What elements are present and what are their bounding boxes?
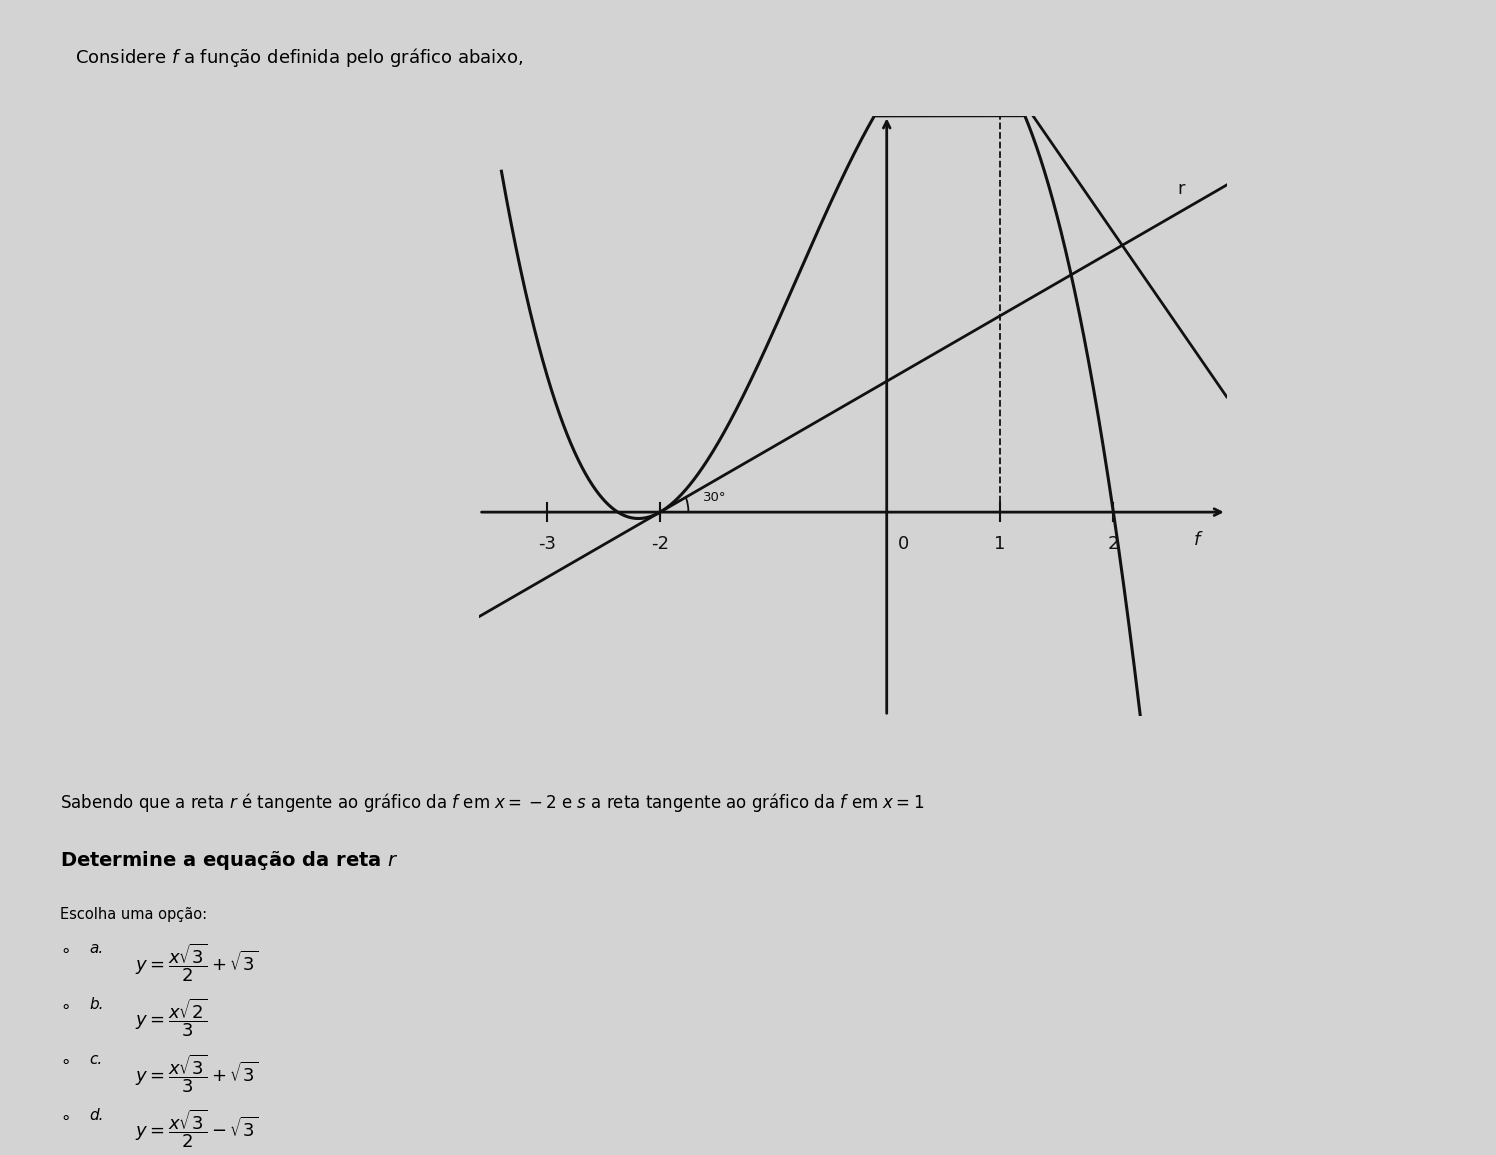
Text: $y = \dfrac{x\sqrt{3}}{3} + \sqrt{3}$: $y = \dfrac{x\sqrt{3}}{3} + \sqrt{3}$: [135, 1052, 257, 1095]
Text: 1: 1: [995, 535, 1005, 553]
Text: r: r: [1177, 179, 1185, 198]
Text: -3: -3: [537, 535, 555, 553]
Text: Sabendo que a reta $r$ é tangente ao gráfico da $f$ em $x = -2$ e $s$ a reta tan: Sabendo que a reta $r$ é tangente ao grá…: [60, 791, 925, 814]
Text: d.: d.: [90, 1108, 105, 1123]
Text: $y = \dfrac{x\sqrt{2}}{3}$: $y = \dfrac{x\sqrt{2}}{3}$: [135, 997, 206, 1040]
Text: 30°: 30°: [703, 491, 727, 504]
Text: $\circ$: $\circ$: [60, 941, 70, 960]
Text: $f$: $f$: [1192, 531, 1203, 550]
Text: 0: 0: [898, 535, 910, 553]
Text: 2: 2: [1107, 535, 1119, 553]
Text: $y = \dfrac{x\sqrt{3}}{2} + \sqrt{3}$: $y = \dfrac{x\sqrt{3}}{2} + \sqrt{3}$: [135, 941, 257, 984]
Text: Escolha uma opção:: Escolha uma opção:: [60, 907, 206, 922]
Text: $\circ$: $\circ$: [60, 997, 70, 1015]
Text: Determine a equação da reta $r$: Determine a equação da reta $r$: [60, 849, 398, 872]
Text: a.: a.: [90, 941, 105, 956]
Text: $y = \dfrac{x\sqrt{3}}{2} - \sqrt{3}$: $y = \dfrac{x\sqrt{3}}{2} - \sqrt{3}$: [135, 1108, 257, 1150]
Text: c.: c.: [90, 1052, 103, 1067]
Text: Considere $f$ a função definida pelo gráfico abaixo,: Considere $f$ a função definida pelo grá…: [75, 46, 524, 69]
Text: -2: -2: [651, 535, 669, 553]
Text: $\circ$: $\circ$: [60, 1108, 70, 1126]
Text: $\circ$: $\circ$: [60, 1052, 70, 1071]
Text: b.: b.: [90, 997, 105, 1012]
